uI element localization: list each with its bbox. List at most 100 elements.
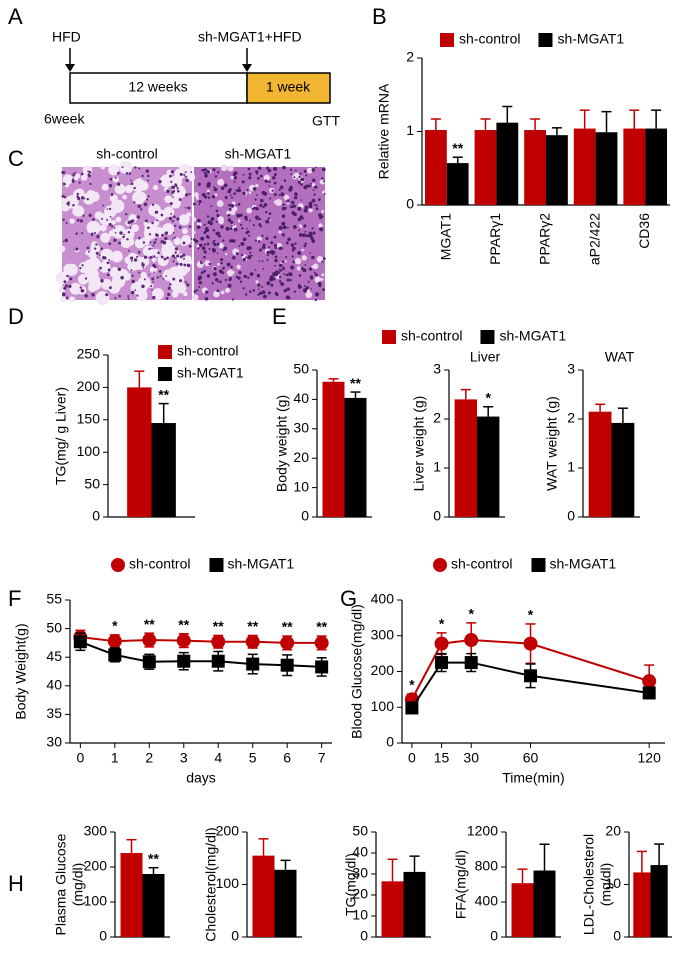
y-axis-label: WAT weight (g) <box>544 396 560 491</box>
y-tick-label: 45 <box>46 648 62 664</box>
vacuole <box>134 238 146 249</box>
nucleus <box>252 224 255 227</box>
vacuole <box>88 277 102 291</box>
x-tick-label: CD36 <box>636 213 652 249</box>
vacuole <box>273 200 278 204</box>
nucleus <box>179 262 183 266</box>
nucleus <box>233 180 236 183</box>
vacuole <box>193 192 199 198</box>
nucleus <box>131 274 134 278</box>
nucleus <box>141 262 144 264</box>
nucleus <box>86 246 90 250</box>
nucleus <box>102 204 105 207</box>
y-tick-label: 400 <box>371 591 395 607</box>
nucleus <box>154 210 159 214</box>
nucleus <box>308 184 312 188</box>
nucleus <box>216 289 220 293</box>
nucleus <box>106 219 109 221</box>
vacuole <box>117 268 129 281</box>
y-tick-label: 20 <box>352 886 368 902</box>
nucleus <box>311 239 316 243</box>
nucleus <box>184 281 187 284</box>
nucleus <box>248 290 252 293</box>
nucleus <box>311 168 316 172</box>
nucleus <box>146 179 149 182</box>
nucleus <box>82 214 85 217</box>
significance: ** <box>350 375 361 391</box>
vacuole <box>316 255 324 263</box>
point <box>280 658 294 672</box>
nucleus <box>118 294 121 298</box>
nucleus <box>207 196 211 199</box>
bar <box>573 128 596 205</box>
nucleus <box>122 235 125 239</box>
nucleus <box>197 218 201 223</box>
nucleus <box>76 192 80 196</box>
nucleus <box>252 187 257 191</box>
nucleus <box>164 236 168 241</box>
nucleus <box>87 250 90 253</box>
legend-marker <box>158 367 172 381</box>
y-tick-label: 300 <box>84 823 108 839</box>
vacuole <box>105 209 112 216</box>
nucleus <box>95 243 98 246</box>
nucleus <box>302 288 307 293</box>
nucleus <box>304 242 307 245</box>
nucleus <box>198 199 202 204</box>
nucleus <box>212 242 214 245</box>
nucleus <box>178 225 182 229</box>
nucleus <box>201 169 205 172</box>
nucleus <box>171 220 175 223</box>
nucleus <box>190 238 193 240</box>
vacuole <box>112 224 126 239</box>
nucleus <box>265 221 267 223</box>
x-tick-label: 5 <box>249 750 257 766</box>
nucleus <box>309 252 312 254</box>
nucleus <box>242 287 245 290</box>
nucleus <box>186 263 191 268</box>
nucleus <box>125 172 129 175</box>
nucleus <box>72 173 75 177</box>
nucleus <box>152 281 155 283</box>
nucleus <box>153 255 156 258</box>
nucleus <box>293 290 296 293</box>
nucleus <box>291 200 295 205</box>
nucleus <box>240 223 243 227</box>
nucleus <box>106 261 110 265</box>
vacuole <box>179 164 185 170</box>
vacuole <box>195 196 200 200</box>
vacuole <box>305 291 313 299</box>
vacuole <box>206 189 210 193</box>
vacuole <box>60 296 67 303</box>
nucleus <box>120 275 124 280</box>
vacuole <box>226 269 234 277</box>
nucleus <box>254 239 258 242</box>
nucleus <box>292 246 296 251</box>
nucleus <box>273 166 278 171</box>
vacuole <box>237 219 241 223</box>
nucleus <box>290 173 293 175</box>
nucleus <box>229 227 233 230</box>
nucleus <box>311 227 314 230</box>
nucleus <box>155 238 158 241</box>
vacuole <box>297 268 300 271</box>
vacuole <box>69 296 76 303</box>
vacuole <box>152 248 161 258</box>
x-tick-label: 7 <box>318 750 326 766</box>
nucleus <box>165 275 168 277</box>
nucleus <box>245 231 249 235</box>
nucleus <box>77 196 81 200</box>
nucleus <box>317 198 321 201</box>
nucleus <box>179 279 183 283</box>
nucleus <box>246 246 251 251</box>
vacuole <box>236 264 241 270</box>
nucleus <box>203 269 207 273</box>
nucleus <box>84 277 88 280</box>
nucleus <box>281 214 286 218</box>
nucleus <box>303 208 308 213</box>
nucleus <box>285 273 289 277</box>
nucleus <box>198 203 200 206</box>
legend-label: sh-MGAT1 <box>499 328 566 344</box>
nucleus <box>249 219 252 222</box>
nucleus <box>147 174 150 178</box>
